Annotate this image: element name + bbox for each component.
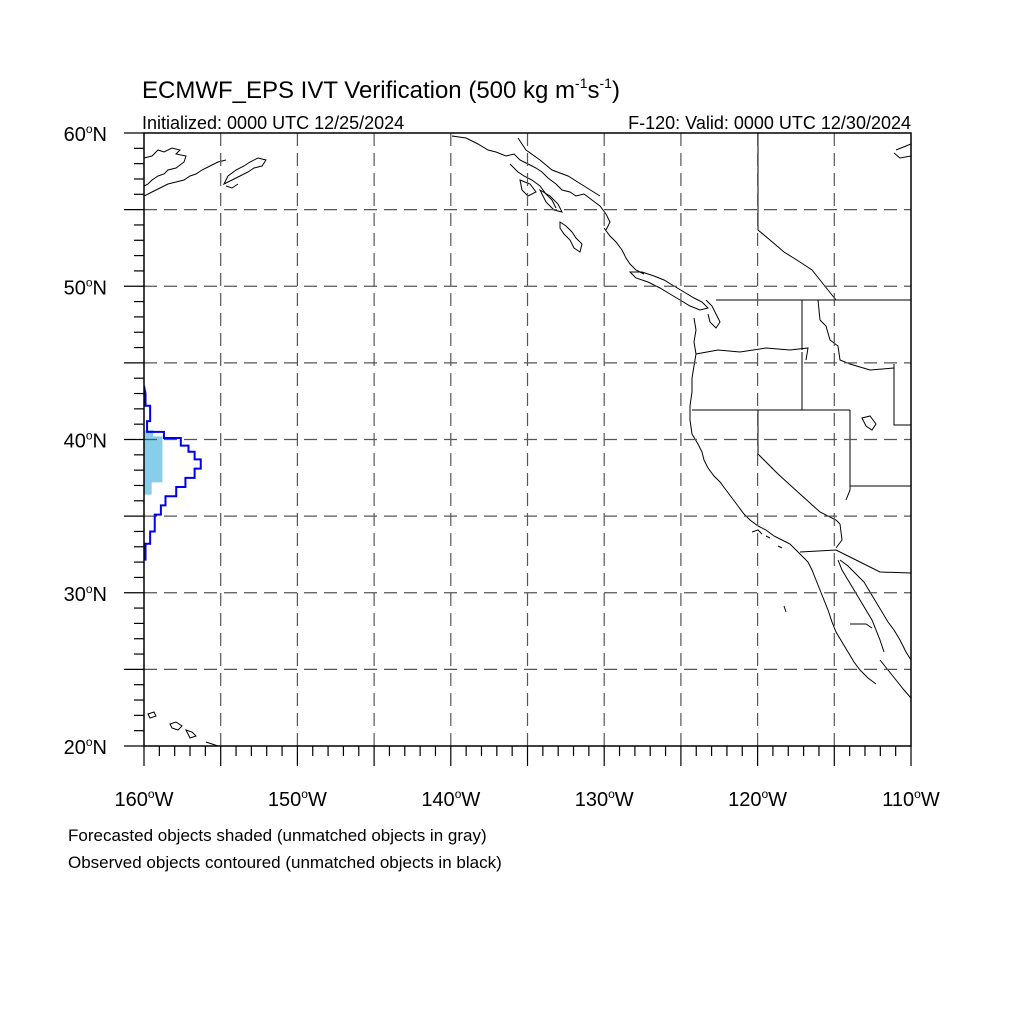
channel-islands-coastline bbox=[777, 545, 783, 549]
lat-label: 50oN bbox=[64, 275, 107, 299]
axis-labels: 60oN 50oN 40oN 30oN 20oN 160oW 150oW 140oW 130oW… bbox=[64, 122, 940, 811]
lon-label: 130oW bbox=[575, 787, 634, 811]
state-border-nv-ut bbox=[845, 410, 851, 501]
haida-gwaii-coastline bbox=[559, 221, 583, 253]
us-west-coastline bbox=[689, 317, 833, 623]
lat-label: 20oN bbox=[64, 735, 107, 759]
panhandle-coastline bbox=[509, 163, 557, 209]
graticule bbox=[144, 133, 911, 746]
lon-label: 110oW bbox=[882, 787, 940, 811]
panhandle-coastline bbox=[451, 135, 611, 231]
legend-forecast-note: Forecasted objects shaded (unmatched obj… bbox=[68, 826, 487, 845]
axis-ticks bbox=[124, 132, 912, 766]
alaska-islands-coastline bbox=[222, 157, 267, 186]
legend-observed-note: Observed objects contoured (unmatched ob… bbox=[68, 853, 502, 872]
state-border-id-mt bbox=[817, 299, 895, 371]
lon-label: 150oW bbox=[268, 787, 327, 811]
hawaii-coastline bbox=[147, 711, 157, 719]
forecast-object-layer bbox=[144, 430, 163, 514]
lon-label: 140oW bbox=[421, 787, 480, 811]
map-title: ECMWF_EPS IVT Verification (500 kg m-1s-… bbox=[142, 75, 620, 104]
canada-province-border bbox=[895, 143, 911, 151]
baja-coastline bbox=[831, 621, 877, 685]
observed-object-layer bbox=[144, 385, 202, 561]
great-salt-lake bbox=[861, 415, 877, 431]
bc-mainland-coastline bbox=[603, 227, 645, 275]
panhandle-islands-coastline bbox=[519, 179, 537, 197]
canada-province-border bbox=[893, 152, 911, 159]
state-border-az-ca bbox=[835, 523, 843, 549]
guadalupe-island-coastline bbox=[783, 605, 787, 613]
lon-label: 120oW bbox=[728, 787, 787, 811]
channel-islands-coastline bbox=[751, 529, 763, 535]
lon-label: 160oW bbox=[115, 787, 174, 811]
vancouver-island-coastline bbox=[628, 271, 709, 311]
hawaii-coastline bbox=[185, 729, 197, 739]
alaska-peninsula-coastline bbox=[144, 147, 187, 187]
alaska-peninsula-coastline bbox=[144, 159, 227, 197]
mexico-mainland-coastline bbox=[839, 559, 911, 661]
gulf-baja-coastline bbox=[850, 623, 873, 629]
forecast-ivt-object bbox=[144, 430, 163, 514]
lat-label: 30oN bbox=[64, 582, 107, 606]
state-border-wa-or bbox=[695, 347, 809, 361]
init-time-label: Initialized: 0000 UTC 12/25/2024 bbox=[142, 113, 404, 133]
puget-sound-coastline bbox=[705, 299, 721, 329]
baja-gulf-coastline bbox=[837, 559, 885, 653]
plot-area bbox=[144, 133, 911, 746]
us-mexico-border bbox=[799, 549, 911, 574]
valid-time-label: F-120: Valid: 0000 UTC 12/30/2024 bbox=[628, 113, 911, 133]
lat-label: 40oN bbox=[64, 429, 107, 453]
channel-islands-coastline bbox=[765, 535, 771, 539]
alaska-islands-coastline bbox=[225, 183, 239, 189]
observed-ivt-contour bbox=[144, 385, 202, 561]
panhandle-islands-coastline bbox=[538, 188, 563, 213]
alaska-canada-border bbox=[517, 137, 601, 197]
state-border-ca-nv bbox=[757, 410, 841, 525]
state-border-id-wy bbox=[893, 364, 911, 426]
lat-label: 60oN bbox=[64, 122, 107, 146]
hawaii-coastline bbox=[169, 721, 183, 731]
mexico-mainland-coastline bbox=[879, 659, 911, 699]
canada-province-border bbox=[757, 133, 837, 301]
